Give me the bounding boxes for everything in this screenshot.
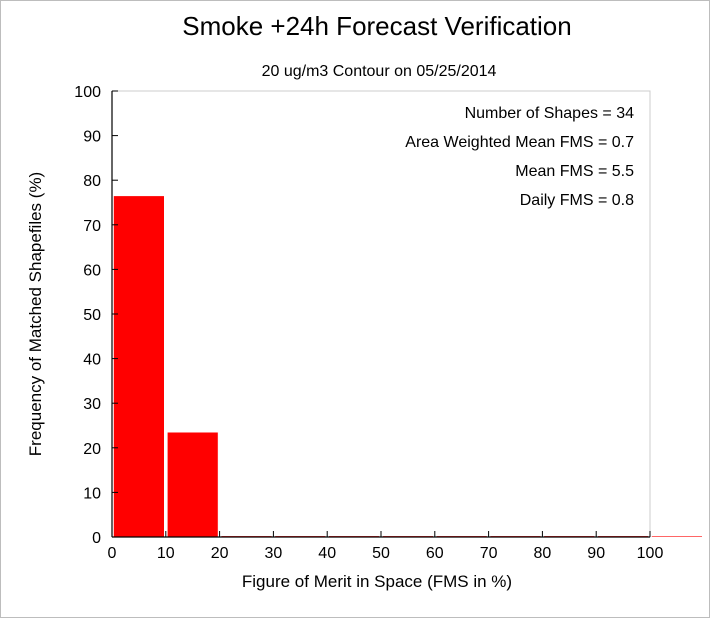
stats-annotation: Mean FMS = 5.5 <box>515 163 634 180</box>
x-tick-label: 50 <box>372 545 390 562</box>
y-tick-label: 10 <box>83 485 101 502</box>
x-tick-label: 70 <box>480 545 498 562</box>
histogram-bar-1 <box>167 431 219 538</box>
y-tick-label: 30 <box>83 396 101 413</box>
stats-annotation: Daily FMS = 0.8 <box>520 192 634 209</box>
stats-annotation: Area Weighted Mean FMS = 0.7 <box>405 134 634 151</box>
y-tick-label: 50 <box>83 307 101 324</box>
x-tick-label: 100 <box>637 545 664 562</box>
y-tick-label: 70 <box>83 218 101 235</box>
x-tick-label: 10 <box>157 545 175 562</box>
x-tick-label: 80 <box>534 545 552 562</box>
x-tick-label: 60 <box>426 545 444 562</box>
ticks-layer: 0 10 20 30 40 50 60 70 80 90 100 0 10 20 30 40 50 60 70 80 9… <box>74 84 663 562</box>
y-tick-label: 60 <box>83 262 101 279</box>
y-tick-label: 0 <box>92 530 101 547</box>
histogram-bar-10 <box>651 535 703 538</box>
x-tick-label: 40 <box>318 545 336 562</box>
chart-subtitle: 20 ug/m3 Contour on 05/25/2014 <box>262 63 497 80</box>
stats-annotation: Number of Shapes = 34 <box>465 105 635 122</box>
annotations-layer: Number of Shapes = 34 Area Weighted Mean … <box>405 105 634 209</box>
x-tick-label: 30 <box>265 545 283 562</box>
y-tick-label: 80 <box>83 173 101 190</box>
histogram-bar-0 <box>113 195 165 538</box>
x-tick-label: 0 <box>108 545 117 562</box>
y-tick-label: 20 <box>83 441 101 458</box>
y-tick-label: 100 <box>74 84 101 101</box>
x-tick-label: 20 <box>211 545 229 562</box>
y-tick-label: 90 <box>83 129 101 146</box>
chart-title: Smoke +24h Forecast Verification <box>182 11 571 41</box>
bars-layer <box>113 195 703 538</box>
x-axis-label: Figure of Merit in Space (FMS in %) <box>242 572 512 591</box>
y-tick-label: 40 <box>83 352 101 369</box>
x-tick-label: 90 <box>587 545 605 562</box>
y-axis-label: Frequency of Matched Shapefiles (%) <box>26 172 45 456</box>
